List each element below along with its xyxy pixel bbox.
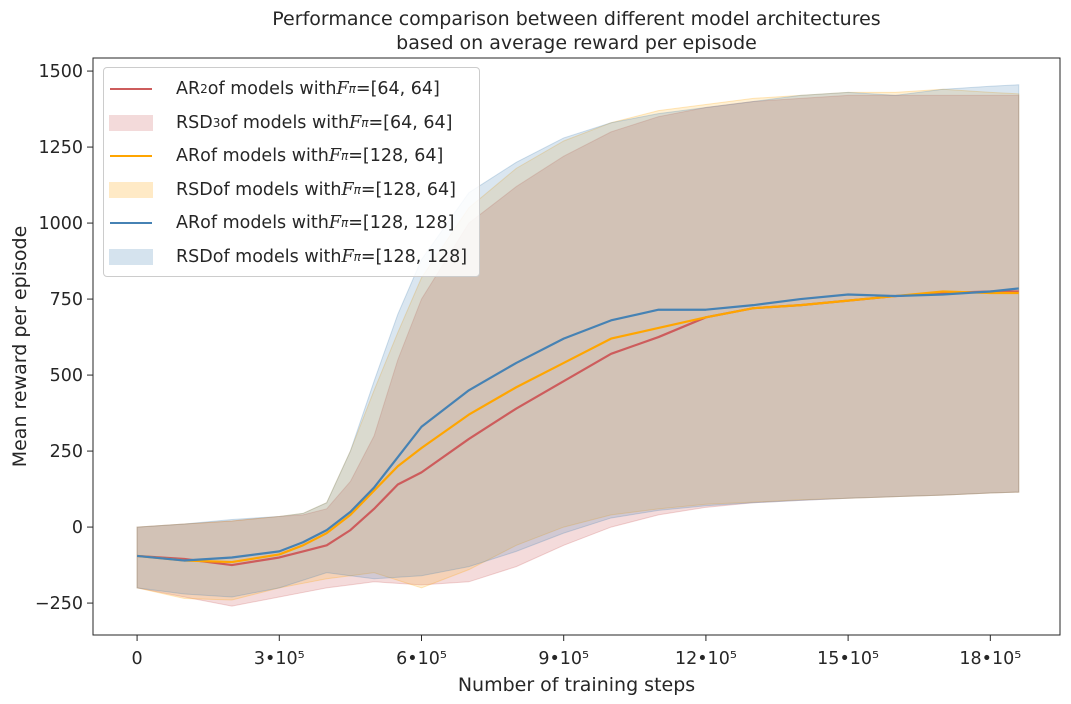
x-tick-label: 3•10⁵	[254, 649, 305, 669]
legend-text-f: F	[328, 213, 342, 233]
legend-text-pre: AR	[176, 79, 201, 99]
x-tick-label: 6•10⁵	[396, 649, 447, 669]
rsd-band-1	[136, 88, 1020, 601]
x-tick-label: 9•10⁵	[538, 649, 589, 669]
legend-text-mid: of models with	[207, 79, 337, 99]
legend-text-f: F	[349, 112, 362, 133]
plot-frame	[92, 57, 1061, 636]
legend-text-sub: π	[353, 249, 361, 264]
rsd-band-2	[136, 84, 1020, 598]
legend-text-pre: RSD	[176, 246, 213, 267]
legend-line	[110, 222, 152, 224]
y-tick-label: −250	[35, 594, 83, 614]
y-axis-label: Mean reward per episode	[9, 226, 31, 468]
legend-text-f: F	[341, 179, 354, 200]
legend-text-post: =[128, 128]	[360, 246, 468, 267]
legend-text-post: =[128, 128]	[348, 213, 455, 233]
x-tick-label: 15•10⁵	[817, 649, 879, 669]
legend-text-pre: RSD	[176, 112, 213, 133]
legend-patch	[109, 181, 153, 198]
legend-text-post: =[128, 64]	[348, 146, 444, 166]
x-tick-label: 0	[132, 649, 143, 669]
legend-text-sup: 3	[212, 115, 221, 130]
legend-text-pre: AR	[176, 146, 201, 166]
chart-title-line-1: Performance comparison between different…	[272, 8, 881, 30]
legend-text-post: =[128, 64]	[360, 179, 456, 200]
legend-text-sub: π	[353, 182, 361, 197]
legend-text-mid: of models with	[220, 112, 350, 133]
legend-text-pre: AR	[176, 213, 201, 233]
legend-text-sup: 2	[200, 82, 208, 96]
legend-text-f: F	[328, 146, 342, 166]
y-tick-label: 750	[50, 290, 83, 310]
legend-line	[110, 88, 152, 90]
rsd-band-0	[136, 94, 1020, 607]
legend-line	[110, 155, 152, 157]
y-tick-label: 1250	[38, 138, 83, 158]
legend-text-pre: RSD	[176, 179, 213, 200]
legend-text-sub: π	[361, 115, 369, 130]
mean-line-2	[136, 287, 1019, 562]
x-tick-label: 12•10⁵	[675, 649, 737, 669]
y-tick-label: 1000	[38, 214, 83, 234]
legend-text-post: =[64, 64]	[355, 79, 440, 99]
legend-text-sub: π	[341, 216, 349, 230]
y-tick-label: 1500	[38, 62, 83, 82]
legend-text-f: F	[341, 246, 354, 267]
legend-text-f: F	[336, 79, 349, 99]
mean-line-1	[136, 290, 1019, 564]
y-tick-label: 250	[50, 442, 83, 462]
legend-text-mid: of models with	[212, 179, 342, 200]
x-tick-label: 18•10⁵	[959, 649, 1021, 669]
legend-text-post: =[64, 64]	[368, 112, 453, 133]
legend-text-mid: of models with	[200, 213, 329, 233]
chart-title-line-2: based on average reward per episode	[396, 32, 757, 54]
legend-text-mid: of models with	[200, 146, 329, 166]
y-tick-label: 500	[50, 366, 83, 386]
legend-patch	[109, 114, 153, 131]
legend-patch	[109, 248, 153, 265]
x-axis-label: Number of training steps	[458, 674, 695, 696]
legend-text-mid: of models with	[212, 246, 342, 267]
legend-text-sub: π	[348, 82, 356, 96]
legend-text-sub: π	[341, 149, 349, 163]
y-tick-label: 0	[72, 518, 83, 538]
